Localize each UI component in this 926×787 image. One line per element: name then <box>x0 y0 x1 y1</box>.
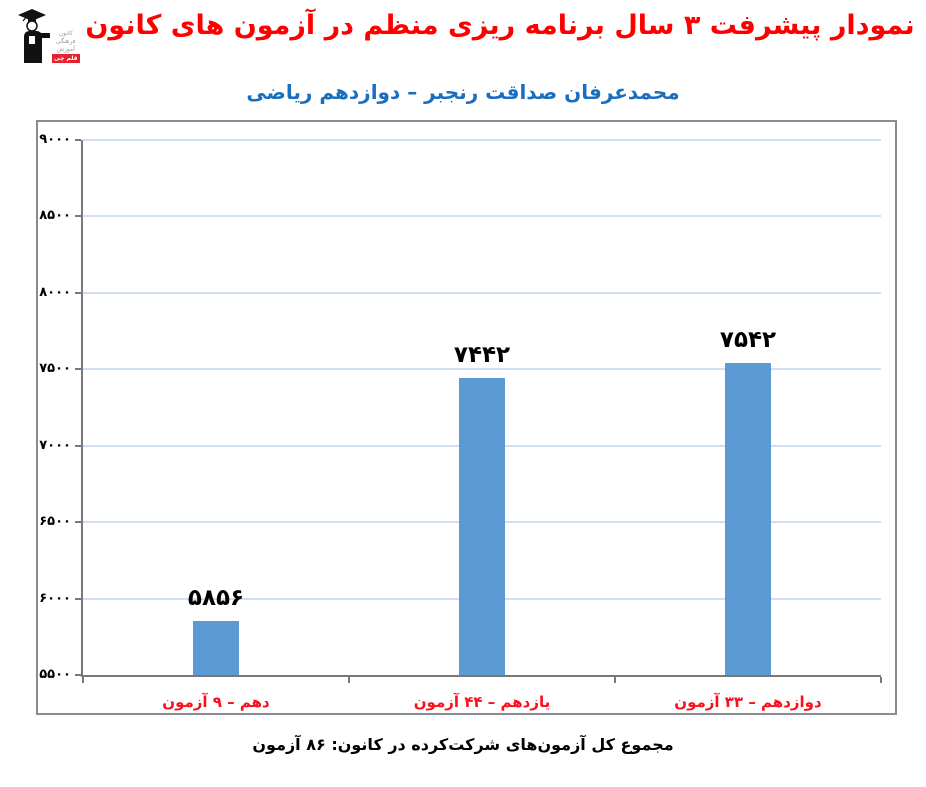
page-title: نمودار پیشرفت ۳ سال برنامه ریزی منظم در … <box>85 10 915 41</box>
y-tick-mark <box>75 368 81 371</box>
bar-value-label: ۵۸۵۶ <box>187 584 245 611</box>
logo-org-line-2: فرهنگی <box>56 38 76 45</box>
x-tick-mark <box>82 677 84 683</box>
chart-frame: ۵۵۰۰ ۶۰۰۰ ۶۵۰۰ ۷۰۰۰ ۷۵۰۰ ۸۰۰۰ ۸۵۰۰ ۹۰۰۰ ۵۸۵۶ دهم … <box>36 120 897 715</box>
bar-value-label: ۷۵۴۲ <box>719 326 777 353</box>
y-tick-mark <box>75 674 81 676</box>
logo-org-line-1: کانون <box>58 30 73 37</box>
category-label: دوازدهم – ۳۳ آزمون <box>674 693 822 711</box>
bar-1 <box>193 620 239 675</box>
x-axis-line <box>81 675 881 677</box>
y-axis-line <box>81 140 83 675</box>
y-axis-label: ۹۰۰۰ <box>39 132 71 147</box>
y-tick-mark <box>75 521 81 524</box>
y-axis-label: ۶۰۰۰ <box>39 590 71 606</box>
x-tick-mark <box>880 677 882 683</box>
category-label: دهم – ۹ آزمون <box>162 693 270 711</box>
y-axis-label: ۵۵۰۰ <box>39 667 71 682</box>
x-tick-mark <box>348 677 350 683</box>
category-label: یازدهم – ۴۴ آزمون <box>413 693 551 711</box>
y-tick-mark <box>75 139 81 141</box>
y-axis-label: ۶۵۰۰ <box>39 514 71 530</box>
bar-value-label: ۷۴۴۲ <box>453 342 511 369</box>
y-gridline <box>83 139 881 141</box>
graduate-icon <box>18 9 50 63</box>
y-axis-label: ۸۵۰۰ <box>39 208 71 224</box>
x-tick-mark <box>614 677 616 683</box>
logo-text: کانون فرهنگی آموزش قلم چی <box>52 30 80 64</box>
footer-caption: مجموع کل آزمون‌های شرکت‌کرده در کانون: ۸… <box>252 735 674 754</box>
y-gridline <box>83 291 881 294</box>
page-subtitle: محمدعرفان صداقت رنجبر – دوازدهم ریاضی <box>246 80 680 104</box>
bar-2 <box>459 378 505 675</box>
y-axis-label: ۸۰۰۰ <box>39 284 71 300</box>
y-tick-mark <box>75 291 81 294</box>
y-axis-label: ۷۵۰۰ <box>39 361 71 377</box>
plot-area: ۵۵۰۰ ۶۰۰۰ ۶۵۰۰ ۷۰۰۰ ۷۵۰۰ ۸۰۰۰ ۸۵۰۰ ۹۰۰۰ ۵۸۵۶ دهم … <box>38 122 895 713</box>
logo-org-line-3: آموزش <box>56 46 75 53</box>
y-tick-mark <box>75 597 81 600</box>
logo-badge: قلم چی <box>52 54 80 63</box>
y-gridline <box>83 215 881 218</box>
y-tick-mark <box>75 215 81 218</box>
bar-3 <box>725 362 771 675</box>
y-axis-label: ۷۰۰۰ <box>39 437 71 453</box>
y-tick-mark <box>75 444 81 447</box>
y-gridline <box>83 368 881 371</box>
kanoon-logo: کانون فرهنگی آموزش قلم چی <box>14 4 80 64</box>
